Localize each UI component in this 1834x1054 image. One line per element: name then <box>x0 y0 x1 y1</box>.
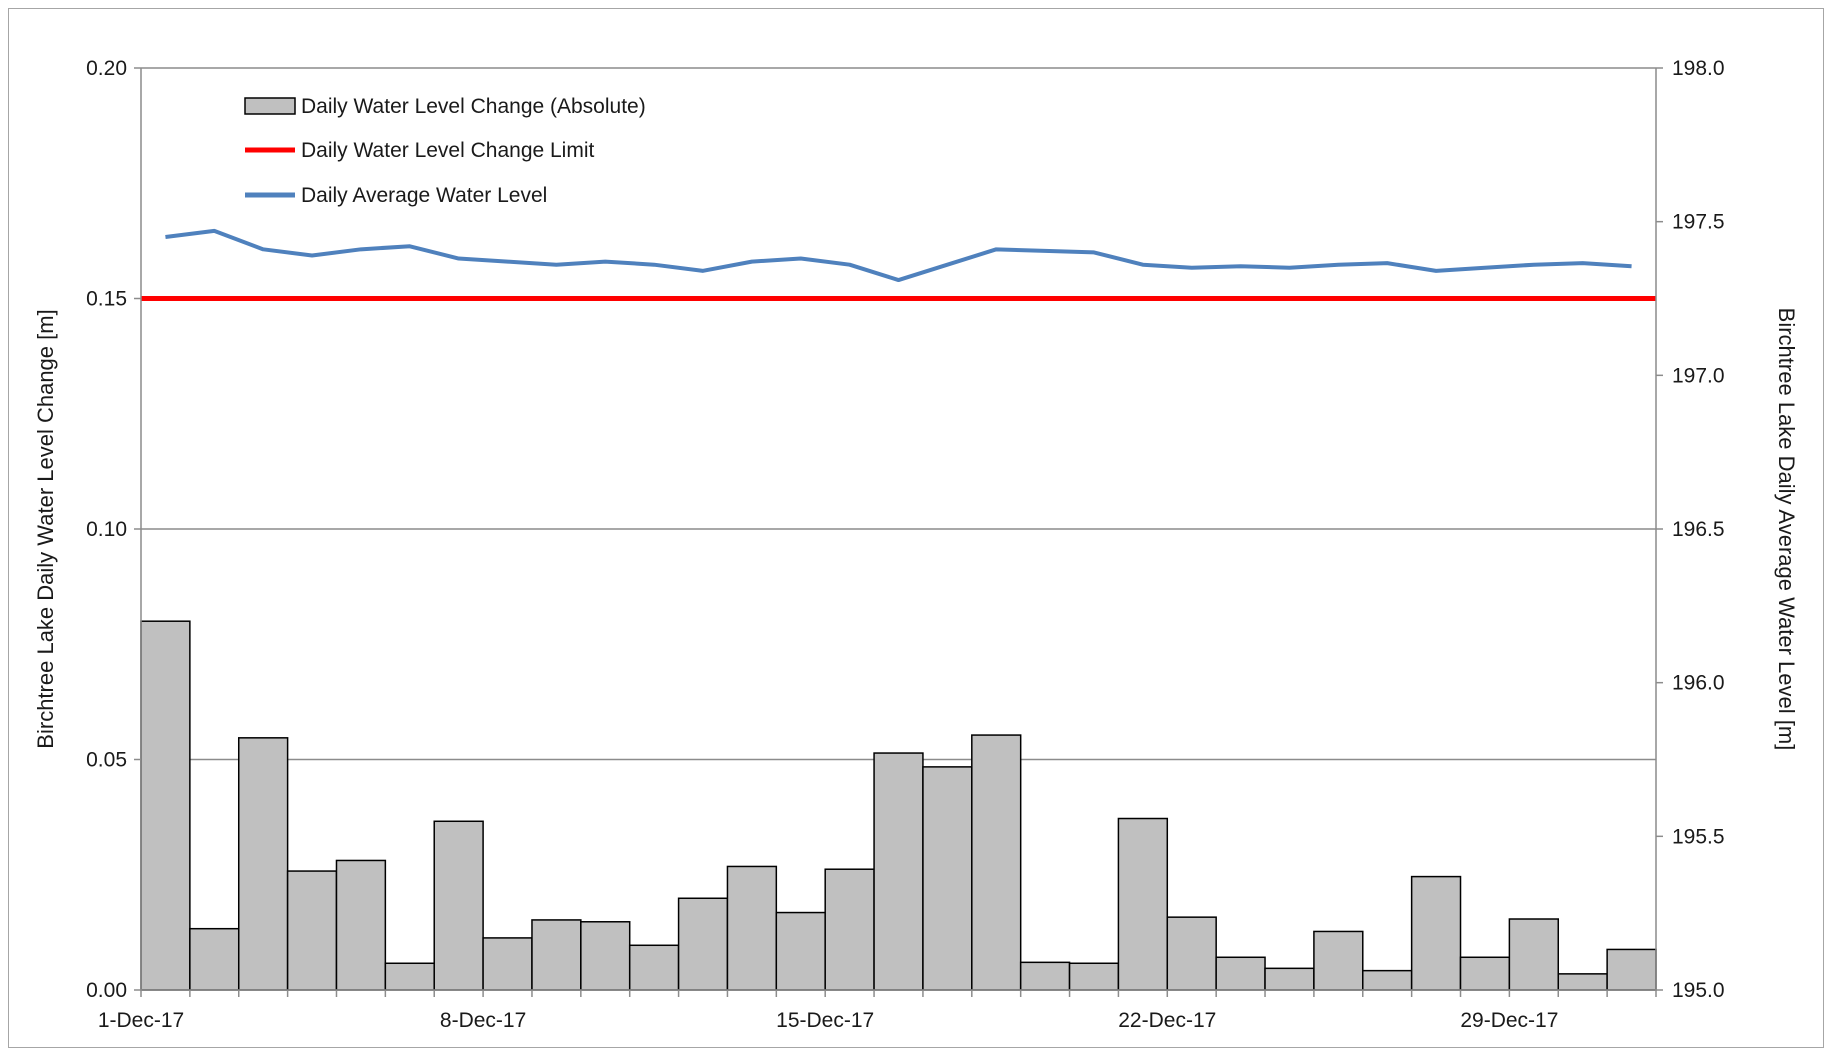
bar <box>531 919 582 991</box>
right-tick-label: 195.5 <box>1672 825 1725 848</box>
bar <box>1166 916 1217 991</box>
bar <box>1410 875 1462 991</box>
legend-label: Daily Water Level Change (Absolute) <box>301 95 646 118</box>
right-tick-label: 195.0 <box>1672 979 1725 1002</box>
bar <box>971 734 1022 991</box>
bar <box>335 859 387 991</box>
left-tick-label: 0.20 <box>86 57 127 80</box>
bar <box>873 752 924 991</box>
right-axis-ticks: 195.0 195.5 196.0 196.5 197.0 197.5 198.0 <box>1656 57 1725 1002</box>
gridlines <box>141 67 1656 761</box>
x-axis-ticks: 1-Dec-17 8-Dec-17 15-Dec-17 22-Dec-17 29-Dec… <box>98 990 1657 1032</box>
left-axis-ticks: 0.00 0.05 0.10 0.15 0.20 <box>86 57 141 1002</box>
bar <box>1068 962 1120 991</box>
left-tick-label: 0.15 <box>86 288 127 311</box>
left-tick-label: 0.05 <box>86 749 127 772</box>
bar <box>1606 948 1657 991</box>
bar <box>1557 973 1608 991</box>
bar <box>1264 967 1315 991</box>
bar <box>433 820 484 991</box>
line-daily-average-water-level <box>165 228 1632 283</box>
bar <box>1508 918 1560 991</box>
bar <box>1459 956 1511 991</box>
left-tick-label: 0.10 <box>86 518 127 541</box>
bar <box>922 766 973 991</box>
left-axis-title: Birchtree Lake Daily Water Level Change … <box>33 309 58 748</box>
x-tick-label: 22-Dec-17 <box>1118 1009 1216 1032</box>
bar <box>189 927 240 991</box>
bar <box>1362 969 1413 991</box>
line-series-group <box>141 228 1656 301</box>
bar <box>580 921 631 991</box>
bar <box>1019 961 1071 991</box>
right-tick-label: 197.5 <box>1672 211 1725 234</box>
bar <box>824 868 875 991</box>
bar <box>775 911 826 991</box>
bar <box>1215 956 1266 991</box>
x-tick-label: 8-Dec-17 <box>440 1009 526 1032</box>
x-tick-label: 15-Dec-17 <box>776 1009 874 1032</box>
bar <box>628 944 680 991</box>
x-tick-label: 1-Dec-17 <box>98 1009 184 1032</box>
bar <box>286 870 338 991</box>
bar <box>482 937 533 991</box>
bar <box>384 962 435 991</box>
legend: Daily Water Level Change (Absolute) Daily… <box>244 95 646 207</box>
left-tick-label: 0.00 <box>86 979 127 1002</box>
x-tick-label: 29-Dec-17 <box>1460 1009 1558 1032</box>
combo-chart: 0.00 0.05 0.10 0.15 0.20 195.0 195.5 196.0 196.… <box>33 57 1799 1032</box>
right-tick-label: 198.0 <box>1672 57 1725 80</box>
right-axis-title: Birchtree Lake Daily Average Water Level… <box>1774 308 1799 751</box>
legend-label: Daily Average Water Level <box>301 184 547 207</box>
bar <box>1117 817 1169 991</box>
right-tick-label: 197.0 <box>1672 364 1725 387</box>
bar <box>237 737 289 991</box>
bar <box>140 620 191 991</box>
bar-series-daily-change <box>140 620 1657 991</box>
legend-swatch-bar <box>244 97 296 115</box>
bar <box>726 865 778 991</box>
legend-label: Daily Water Level Change Limit <box>301 139 595 162</box>
bar <box>1313 930 1364 991</box>
bar <box>677 897 729 991</box>
right-tick-label: 196.0 <box>1672 672 1725 695</box>
right-tick-label: 196.5 <box>1672 518 1725 541</box>
chart-frame: 0.00 0.05 0.10 0.15 0.20 195.0 195.5 196.0 196.… <box>8 8 1824 1048</box>
